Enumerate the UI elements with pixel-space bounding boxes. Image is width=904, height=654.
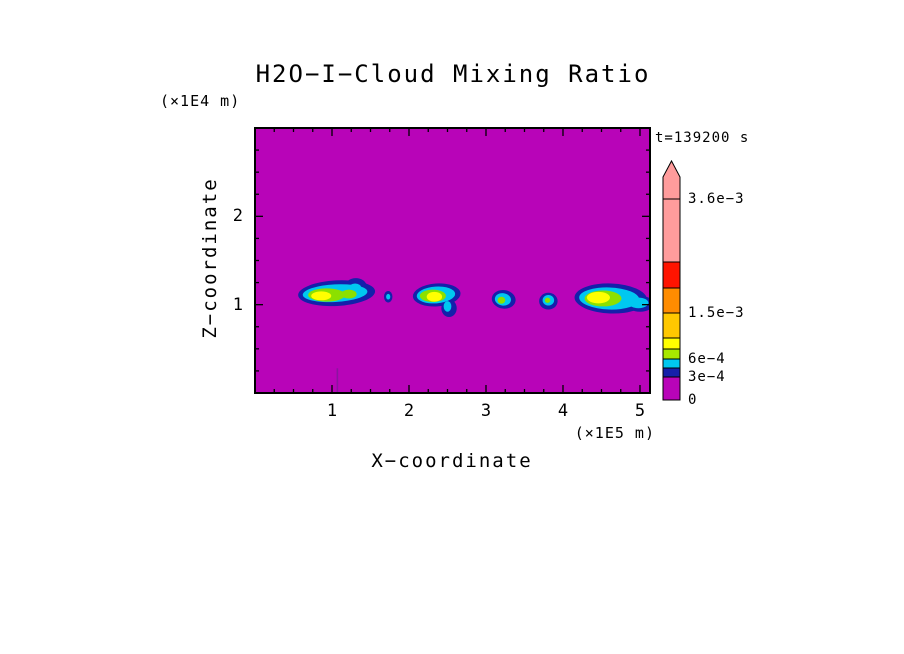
colorbar-segment — [662, 198, 681, 263]
cloud-layer-cyan — [443, 301, 452, 312]
cloud-layer-green — [497, 296, 506, 304]
cloud-blob — [412, 283, 461, 318]
colorbar-segment — [662, 348, 681, 360]
cloud-layer-cyan — [386, 293, 391, 300]
chart-title: H2O−I−Cloud Mixing Ratio — [255, 60, 651, 88]
x-tick-label: 2 — [403, 401, 415, 421]
y-axis-units: (×1E4 m) — [160, 92, 241, 110]
cloud-blob — [491, 290, 516, 309]
colorbar-segment — [662, 367, 681, 378]
x-tick-label: 3 — [480, 401, 492, 421]
colorbar-segment — [662, 376, 681, 401]
x-axis-title: X−coordinate — [371, 450, 533, 472]
colorbar-segment — [662, 261, 681, 289]
cloud-blob — [539, 292, 558, 310]
cloud-layer-green — [544, 297, 551, 303]
cloud-layer-cyan — [628, 297, 649, 309]
cloud-field — [298, 278, 650, 393]
cloud-blob — [574, 283, 650, 314]
data-streak — [336, 368, 339, 393]
y-tick-label: 1 — [232, 294, 243, 315]
y-tick-label: 2 — [232, 206, 243, 227]
colorbar-label: 3e−4 — [688, 369, 726, 385]
colorbar-label: 3.6e−3 — [688, 191, 745, 207]
x-tick-label: 5 — [634, 401, 646, 421]
x-tick-label: 1 — [326, 401, 338, 421]
cloud-layer-yellow — [586, 291, 610, 304]
cloud-layer-green — [341, 289, 357, 299]
colorbar-segment — [662, 287, 681, 314]
colorbar-overflow-arrow — [662, 159, 681, 200]
x-axis-units: (×1E5 m) — [574, 424, 655, 442]
cloud-blob — [298, 278, 376, 307]
plot-frame — [254, 127, 651, 394]
timestamp-label: t=139200 s — [655, 130, 750, 146]
colorbar-label: 6e−4 — [688, 351, 726, 367]
cloud-blob — [383, 290, 393, 303]
colorbar-label: 1.5e−3 — [688, 305, 745, 321]
plot-background — [255, 128, 650, 393]
colorbar-segment — [662, 312, 681, 339]
cloud-layer-yellow — [426, 291, 443, 302]
x-tick-label: 4 — [557, 401, 569, 421]
colorbar-segment — [662, 337, 681, 350]
colorbar-label: 0 — [688, 392, 698, 408]
cloud-layer-yellow — [311, 291, 332, 301]
colorbar-segment — [662, 358, 681, 369]
